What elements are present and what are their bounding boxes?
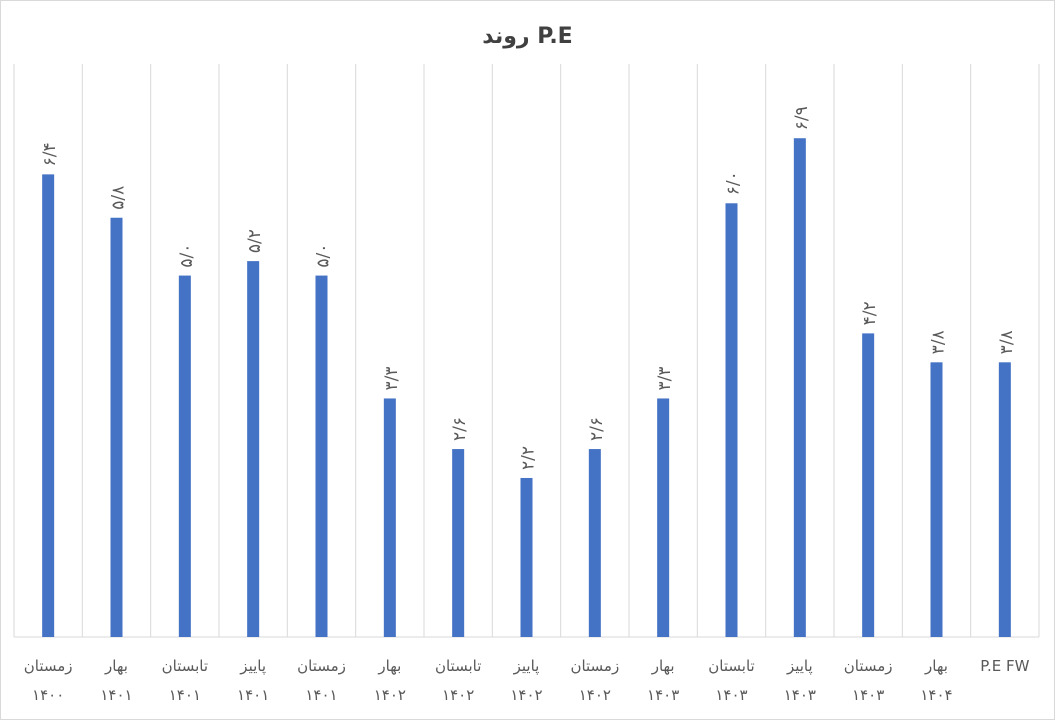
tick-label: زمستان — [297, 657, 346, 675]
bar — [452, 449, 465, 637]
data-label: ۲/۶ — [450, 417, 470, 441]
tick-label: تابستان — [162, 657, 208, 675]
tick-label: بهار — [377, 657, 401, 675]
bar — [247, 261, 260, 637]
bar — [930, 362, 943, 637]
tick-label: ۱۴۰۳ — [715, 686, 747, 704]
bar — [42, 174, 55, 637]
bar — [178, 275, 191, 637]
data-label: ۳/۸ — [997, 330, 1017, 354]
data-label: ۵/۰ — [314, 244, 334, 268]
tick-label: ۱۴۰۴ — [920, 686, 952, 704]
bar — [862, 333, 875, 637]
tick-label: ۱۴۰۲ — [579, 686, 611, 704]
tick-label: تابستان — [708, 657, 754, 675]
tick-label: زمستان — [844, 657, 893, 675]
data-label: ۳/۳ — [382, 366, 402, 390]
tick-label: پاییز — [786, 657, 813, 676]
tick-label: زمستان — [24, 657, 73, 675]
data-label: ۶/۹ — [792, 106, 812, 130]
tick-label: تابستان — [435, 657, 481, 675]
tick-label: بهار — [104, 657, 128, 675]
bar — [793, 138, 806, 637]
bar — [657, 398, 670, 637]
tick-label: پاییز — [239, 657, 266, 676]
tick-label: ۱۴۰۱ — [100, 686, 132, 704]
tick-label: پاییز — [513, 657, 540, 676]
bar — [725, 203, 738, 638]
tick-label: ۱۴۰۲ — [374, 686, 406, 704]
tick-label: ۱۴۰۳ — [647, 686, 679, 704]
bar — [998, 362, 1011, 637]
tick-label: بهار — [924, 657, 948, 675]
tick-label: ۱۴۰۱ — [305, 686, 337, 704]
data-label: ۶/۰ — [724, 171, 744, 195]
tick-label: ۱۴۰۲ — [510, 686, 542, 704]
data-label: ۶/۴ — [40, 142, 60, 166]
chart-title: روند P.E — [482, 24, 573, 49]
data-label: ۵/۰ — [177, 244, 197, 268]
tick-label: ۱۴۰۳ — [784, 686, 816, 704]
bar — [520, 477, 533, 637]
bar — [588, 449, 601, 637]
bar — [315, 275, 328, 637]
tick-label: ۱۴۰۲ — [442, 686, 474, 704]
data-label: ۵/۲ — [245, 229, 265, 253]
tick-label: ۱۴۰۱ — [169, 686, 201, 704]
bar — [383, 398, 396, 637]
data-label: ۲/۶ — [587, 417, 607, 441]
tick-label: P.E FW — [980, 657, 1029, 675]
data-label: ۳/۸ — [929, 330, 949, 354]
data-label: ۳/۳ — [655, 366, 675, 390]
tick-label: زمستان — [570, 657, 619, 675]
tick-label: ۱۴۰۰ — [32, 686, 64, 704]
tick-label: ۱۴۰۱ — [237, 686, 269, 704]
data-label: ۲/۲ — [519, 446, 539, 470]
data-label: ۴/۲ — [860, 301, 880, 325]
data-label: ۵/۸ — [109, 186, 129, 210]
tick-label: بهار — [651, 657, 675, 675]
tick-label: ۱۴۰۳ — [852, 686, 884, 704]
bar — [110, 217, 123, 637]
